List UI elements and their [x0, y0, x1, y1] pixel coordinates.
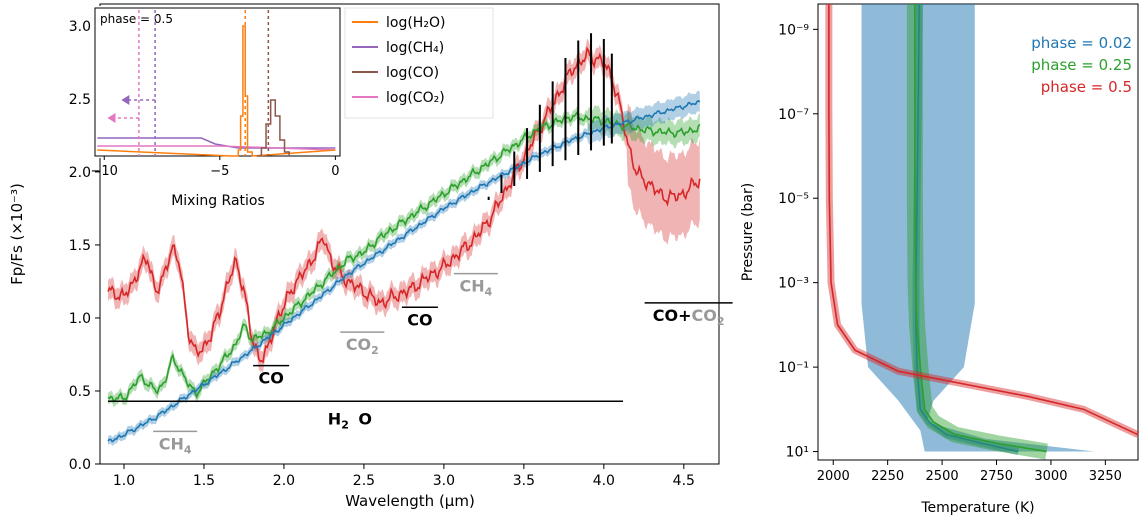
series-line	[107, 110, 701, 403]
main-y-axis-label: Fp/Fs (×10⁻³)	[8, 183, 26, 285]
right-y-tick-label: 10¹	[786, 445, 809, 461]
legend-label: log(CO₂)	[386, 90, 445, 106]
pressure-temperature-panel: 2000 2250 2500 2750 3000 3250 10⁻⁹ 10⁻⁷ 10⁻⁵ 10⁻³…	[740, 3, 1140, 516]
right-y-axis-label: Pressure (bar)	[740, 183, 756, 281]
phase-legend-label: phase = 0.5	[1041, 78, 1132, 96]
inset-x-tick-label: 0	[331, 164, 339, 179]
x-tick-label: 4.0	[593, 473, 615, 489]
h2o-histogram	[97, 25, 336, 157]
legend-label: log(H₂O)	[386, 15, 445, 31]
x-tick-label: 3.0	[433, 473, 455, 489]
molecule-label: CH4	[459, 277, 492, 299]
inset-x-tick-label: −5	[210, 164, 229, 179]
inset-frame	[94, 7, 341, 157]
x-tick-label: 4.5	[673, 473, 695, 489]
species-legend: log(H₂O) log(CH₄) log(CO) log(CO₂)	[344, 7, 494, 119]
legend-label: log(CH₄)	[386, 40, 444, 56]
right-y-tick-label: 10⁻⁵	[778, 191, 809, 207]
x-tick-label: 3.5	[513, 473, 535, 489]
right-plot-frame	[817, 3, 1139, 461]
inset-axis-ticks: −10 −5 0	[91, 156, 340, 179]
phase002-envelope	[861, 4, 1095, 452]
main-axis-ticks: 1.0 1.5 2.0 2.5 3.0 3.5 4.0 4.5 0.0 0.5 1.0 1.5 2.0 2…	[69, 19, 695, 489]
y-tick-label: 2.0	[69, 165, 91, 181]
y-tick-label: 0.0	[69, 457, 91, 473]
phase-legend-label: phase = 0.25	[1031, 56, 1132, 74]
x-tick-label: 2.5	[353, 473, 375, 489]
profile-line	[915, 3, 1019, 453]
inset-header: phase = 0.5	[100, 12, 173, 26]
inset-x-axis-label: Mixing Ratios	[171, 193, 265, 209]
series-line	[107, 46, 701, 364]
legend-label: log(CO)	[386, 65, 439, 81]
profile-line	[914, 4, 1047, 453]
mixing-ratio-inset: phase = 0.5 −10 −5 0 Mixing Ratios	[91, 6, 342, 209]
co-histogram	[256, 99, 290, 157]
right-y-tick-label: 10⁻³	[778, 276, 809, 292]
molecule-label: CO	[258, 369, 283, 388]
right-x-tick-label: 2750	[980, 469, 1013, 484]
main-series-lines	[107, 33, 701, 443]
y-tick-label: 2.5	[69, 92, 91, 108]
series-line	[107, 99, 701, 443]
y-tick-label: 3.0	[69, 19, 91, 35]
right-y-tick-label: 10⁻¹	[778, 360, 809, 376]
molecule-label: H2	[328, 410, 349, 432]
profile-line	[828, 4, 1139, 436]
right-x-tick-label: 3250	[1089, 469, 1122, 484]
right-y-tick-label: 10⁻⁷	[778, 107, 809, 123]
arrow-head-icon	[121, 95, 130, 105]
arrow-head-icon	[107, 113, 116, 123]
main-plot-frame	[99, 3, 720, 465]
phase-legend: phase = 0.02 phase = 0.25 phase = 0.5	[1031, 34, 1132, 96]
right-profiles	[825, 3, 1140, 460]
right-x-tick-label: 2250	[871, 469, 904, 484]
y-tick-label: 0.5	[69, 384, 91, 400]
right-axis-ticks: 2000 2250 2500 2750 3000 3250 10⁻⁹ 10⁻⁷ 10⁻⁵ 10⁻³…	[778, 22, 1122, 484]
co2-histogram	[97, 145, 336, 151]
x-tick-label: 2.0	[273, 473, 295, 489]
uncertainty-band	[108, 105, 700, 408]
molecule-label: O	[358, 410, 372, 429]
molecule-label: CO	[407, 310, 432, 329]
y-tick-label: 1.5	[69, 238, 91, 254]
x-tick-label: 1.5	[193, 473, 215, 489]
right-x-tick-label: 2000	[817, 469, 850, 484]
right-x-tick-label: 2500	[926, 469, 959, 484]
inset-histograms	[97, 10, 336, 157]
molecule-label: CH4	[159, 434, 192, 456]
main-x-axis-label: Wavelength (μm)	[345, 492, 475, 510]
main-molecule-annotations: CO CO H2 O CH4 CO2 CH4 CO+CO2	[153, 272, 733, 456]
molecule-label: CO+CO2	[653, 306, 725, 328]
inset-x-tick-label: −10	[91, 164, 118, 179]
x-tick-label: 1.0	[113, 473, 135, 489]
right-y-tick-label: 10⁻⁹	[778, 22, 809, 38]
molecule-label: CO2	[346, 335, 379, 357]
phase-legend-label: phase = 0.02	[1031, 34, 1132, 52]
right-x-axis-label: Temperature (K)	[920, 500, 1034, 516]
main-spectrum-panel: 1.0 1.5 2.0 2.5 3.0 3.5 4.0 4.5 0.0 0.5 1.0 1.5 2.0 2…	[8, 3, 733, 510]
right-x-tick-label: 3000	[1034, 469, 1067, 484]
y-tick-label: 1.0	[69, 311, 91, 327]
